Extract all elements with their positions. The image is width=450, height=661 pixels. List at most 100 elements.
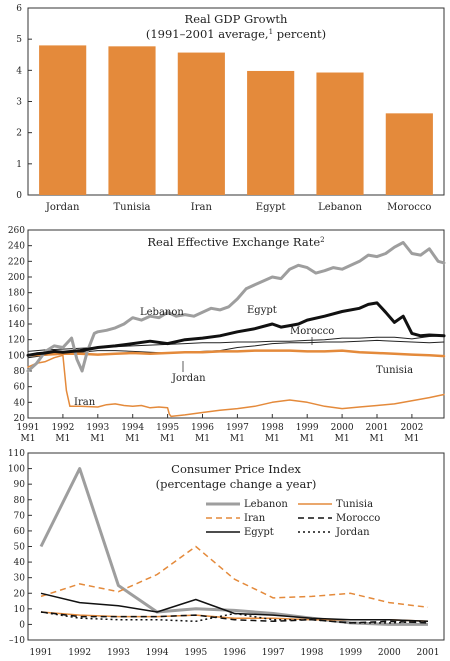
reer-x-tick-month: M1 xyxy=(404,434,419,444)
cpi-y-tick-label: 90 xyxy=(14,480,26,490)
gdp-growth-panel: Real GDP Growth (1991–2001 average,1 per… xyxy=(16,4,445,213)
reer-x-tick-year: 2001 xyxy=(366,423,389,433)
cpi-x-tick-label: 1993 xyxy=(107,648,130,658)
reer-x-tick-year: 1994 xyxy=(121,423,144,433)
gdp-x-label-iran: Iran xyxy=(191,202,213,213)
exchange-rate-panel: Real Effective Exchange Rate2 20 40 60 80 10… xyxy=(8,226,446,444)
cpi-x-tick-label: 1996 xyxy=(223,648,246,658)
reer-title-main: Real Effective Exchange Rate xyxy=(147,235,320,249)
series-label-lebanon: Lebanon xyxy=(140,307,184,318)
gdp-x-label-jordan: Jordan xyxy=(45,202,80,213)
cpi-y-tick-label: 60 xyxy=(14,527,26,537)
reer-x-tick-month: M1 xyxy=(125,434,140,444)
reer-title: Real Effective Exchange Rate2 xyxy=(147,235,324,249)
cpi-y-tick-label: 0 xyxy=(19,620,25,630)
cpi-legend-label-egypt: Egypt xyxy=(244,527,274,538)
reer-y-tick-label: 140 xyxy=(8,320,25,330)
cpi-lines xyxy=(39,467,429,626)
gdp-y-ticks: 0 1 2 3 4 5 6 xyxy=(16,4,32,201)
gdp-y-tick-label: 1 xyxy=(16,160,22,170)
reer-y-tick-label: 80 xyxy=(14,367,26,377)
reer-x-tick-year: 1996 xyxy=(191,423,214,433)
reer-y-tick-label: 60 xyxy=(14,383,26,393)
reer-x-tick-year: 2000 xyxy=(331,423,354,433)
gdp-bars xyxy=(39,45,433,196)
reer-y-tick-label: 120 xyxy=(8,336,25,346)
gdp-x-label-tunisia: Tunisia xyxy=(113,202,150,213)
cpi-x-tick-label: 1994 xyxy=(146,648,169,658)
reer-y-tick-label: 240 xyxy=(8,242,25,252)
gdp-x-labels: Jordan Tunisia Iran Egypt Lebanon Morocco xyxy=(45,202,432,213)
cpi-line-morocco xyxy=(40,611,429,624)
cpi-y-tick-label: 50 xyxy=(14,543,26,553)
reer-line-jordan xyxy=(27,339,445,359)
reer-title-footnote: 2 xyxy=(320,236,324,244)
gdp-y-tick-label: 4 xyxy=(16,66,22,76)
reer-line-tunisia xyxy=(26,349,446,358)
cpi-x-tick-label: 1992 xyxy=(68,648,91,658)
reer-x-tick-month: M1 xyxy=(370,434,385,444)
reer-y-tick-label: 20 xyxy=(14,414,26,424)
cpi-y-tick-label: 110 xyxy=(8,449,25,459)
reer-x-tick-month: M1 xyxy=(230,434,245,444)
cpi-x-tick-label: 1998 xyxy=(300,648,323,658)
gdp-y-tick-label: 5 xyxy=(16,35,22,45)
series-label-tunisia: Tunisia xyxy=(376,365,413,376)
gdp-bar-morocco xyxy=(385,113,433,195)
reer-x-ticks: 1991M11992M11993M11994M11995M11996M11997… xyxy=(17,414,423,444)
cpi-y-tick-label: 10 xyxy=(14,605,26,615)
cpi-legend-label-lebanon: Lebanon xyxy=(244,499,288,510)
reer-series-labels: Lebanon Egypt Morocco Jordan Tunisia Ira… xyxy=(74,305,413,408)
cpi-panel: Consumer Price Index (percentage change … xyxy=(8,449,445,658)
gdp-title: Real GDP Growth xyxy=(185,12,289,26)
reer-x-tick-month: M1 xyxy=(90,434,105,444)
gdp-x-label-lebanon: Lebanon xyxy=(318,202,362,213)
reer-x-tick-month: M1 xyxy=(300,434,315,444)
gdp-subtitle-end: percent) xyxy=(273,27,326,41)
reer-x-tick-year: 1999 xyxy=(296,423,319,433)
gdp-bar-lebanon xyxy=(316,72,364,195)
cpi-y-tick-label: 30 xyxy=(14,574,26,584)
cpi-legend-label-jordan: Jordan xyxy=(335,527,370,538)
gdp-y-tick-label: 2 xyxy=(16,129,22,139)
reer-y-ticks: 20 40 60 80 100 120 140 160 180 200 220 240 260 xyxy=(8,226,32,424)
reer-x-tick-month: M1 xyxy=(21,434,36,444)
cpi-line-iran xyxy=(40,545,429,609)
reer-y-tick-label: 160 xyxy=(8,304,25,314)
series-label-jordan: Jordan xyxy=(171,373,206,384)
reer-line-egypt xyxy=(26,301,446,357)
cpi-line-lebanon xyxy=(39,467,428,626)
reer-x-tick-month: M1 xyxy=(55,434,70,444)
reer-line-lebanon xyxy=(26,241,446,373)
reer-x-tick-year: 1995 xyxy=(156,423,179,433)
gdp-bar-tunisia xyxy=(108,46,156,196)
gdp-y-tick-label: 6 xyxy=(16,4,22,14)
reer-y-tick-label: 220 xyxy=(8,257,25,267)
reer-x-tick-month: M1 xyxy=(160,434,175,444)
cpi-y-ticks: –10 0 10 20 30 40 50 60 70 80 90 100 110 xyxy=(8,449,32,646)
series-label-morocco: Morocco xyxy=(290,326,334,337)
series-label-iran: Iran xyxy=(74,397,96,408)
gdp-subtitle-main: (1991–2001 average, xyxy=(146,27,269,41)
cpi-x-tick-label: 1999 xyxy=(339,648,362,658)
reer-lines xyxy=(26,241,446,418)
gdp-subtitle: (1991–2001 average,1 percent) xyxy=(146,27,326,41)
reer-x-tick-year: 1997 xyxy=(226,423,249,433)
reer-x-tick-month: M1 xyxy=(195,434,210,444)
gdp-bar-iran xyxy=(177,52,225,196)
reer-y-tick-label: 200 xyxy=(8,273,25,283)
cpi-x-tick-label: 2000 xyxy=(378,648,401,658)
reer-line-iran xyxy=(27,354,445,418)
cpi-line-jordan xyxy=(40,611,429,624)
cpi-y-tick-label: 70 xyxy=(14,511,26,521)
gdp-y-tick-label: 0 xyxy=(16,191,22,201)
cpi-x-ticks: 1991 1992 1993 1994 1995 1996 1997 1998 1999 2000… xyxy=(30,648,440,658)
reer-x-tick-month: M1 xyxy=(335,434,350,444)
cpi-line-egypt xyxy=(40,592,429,623)
gdp-bar-jordan xyxy=(39,45,87,196)
cpi-y-tick-label: 40 xyxy=(14,558,26,568)
gdp-subtitle-footnote: 1 xyxy=(269,28,273,36)
series-label-egypt: Egypt xyxy=(247,305,277,316)
reer-y-tick-label: 40 xyxy=(14,398,26,408)
